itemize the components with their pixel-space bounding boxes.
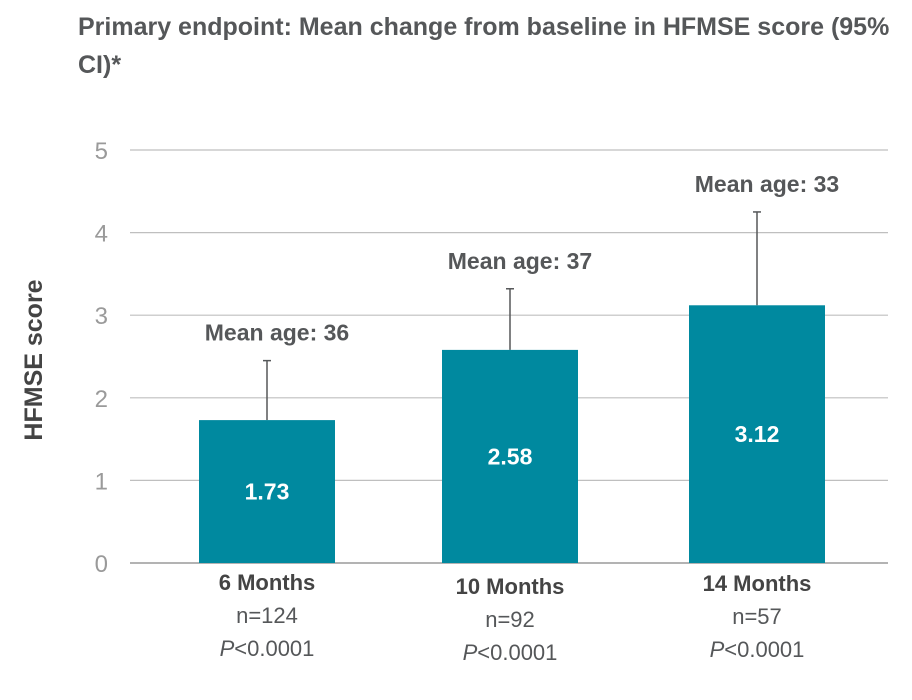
y-tick-label: 5 (95, 138, 108, 165)
n-label: n=124 (236, 603, 298, 628)
x-category-label: 6 Months (219, 570, 316, 595)
p-value-label: P<0.0001 (710, 637, 805, 662)
y-tick-label: 2 (95, 386, 108, 413)
chart-title: Primary endpoint: Mean change from basel… (78, 13, 890, 79)
x-category-label: 14 Months (703, 571, 812, 596)
mean-age-annotation: Mean age: 33 (695, 171, 839, 197)
p-value: <0.0001 (234, 636, 314, 661)
mean-age-annotation: Mean age: 36 (205, 320, 349, 346)
y-tick-label: 3 (95, 303, 108, 330)
p-value: <0.0001 (477, 640, 557, 665)
y-axis-label: HFMSE score (20, 279, 48, 440)
bar (689, 305, 825, 563)
n-label: n=57 (732, 604, 782, 629)
p-value-label: P<0.0001 (220, 636, 315, 661)
n-label: n=92 (485, 607, 535, 632)
p-value: <0.0001 (724, 637, 804, 662)
bar-value-label: 2.58 (488, 443, 533, 469)
p-value-label: P<0.0001 (463, 640, 558, 665)
y-tick-label: 1 (95, 468, 108, 495)
bar-value-label: 1.73 (245, 479, 290, 505)
x-category-label: 10 Months (456, 574, 565, 599)
p-symbol: P (220, 636, 235, 661)
y-tick-label: 0 (95, 551, 108, 578)
p-symbol: P (463, 640, 478, 665)
bar-value-label: 3.12 (735, 421, 780, 447)
bar (199, 420, 335, 563)
p-symbol: P (710, 637, 725, 662)
bar (442, 349, 578, 563)
mean-age-annotation: Mean age: 37 (448, 248, 592, 274)
y-tick-label: 4 (95, 221, 108, 248)
